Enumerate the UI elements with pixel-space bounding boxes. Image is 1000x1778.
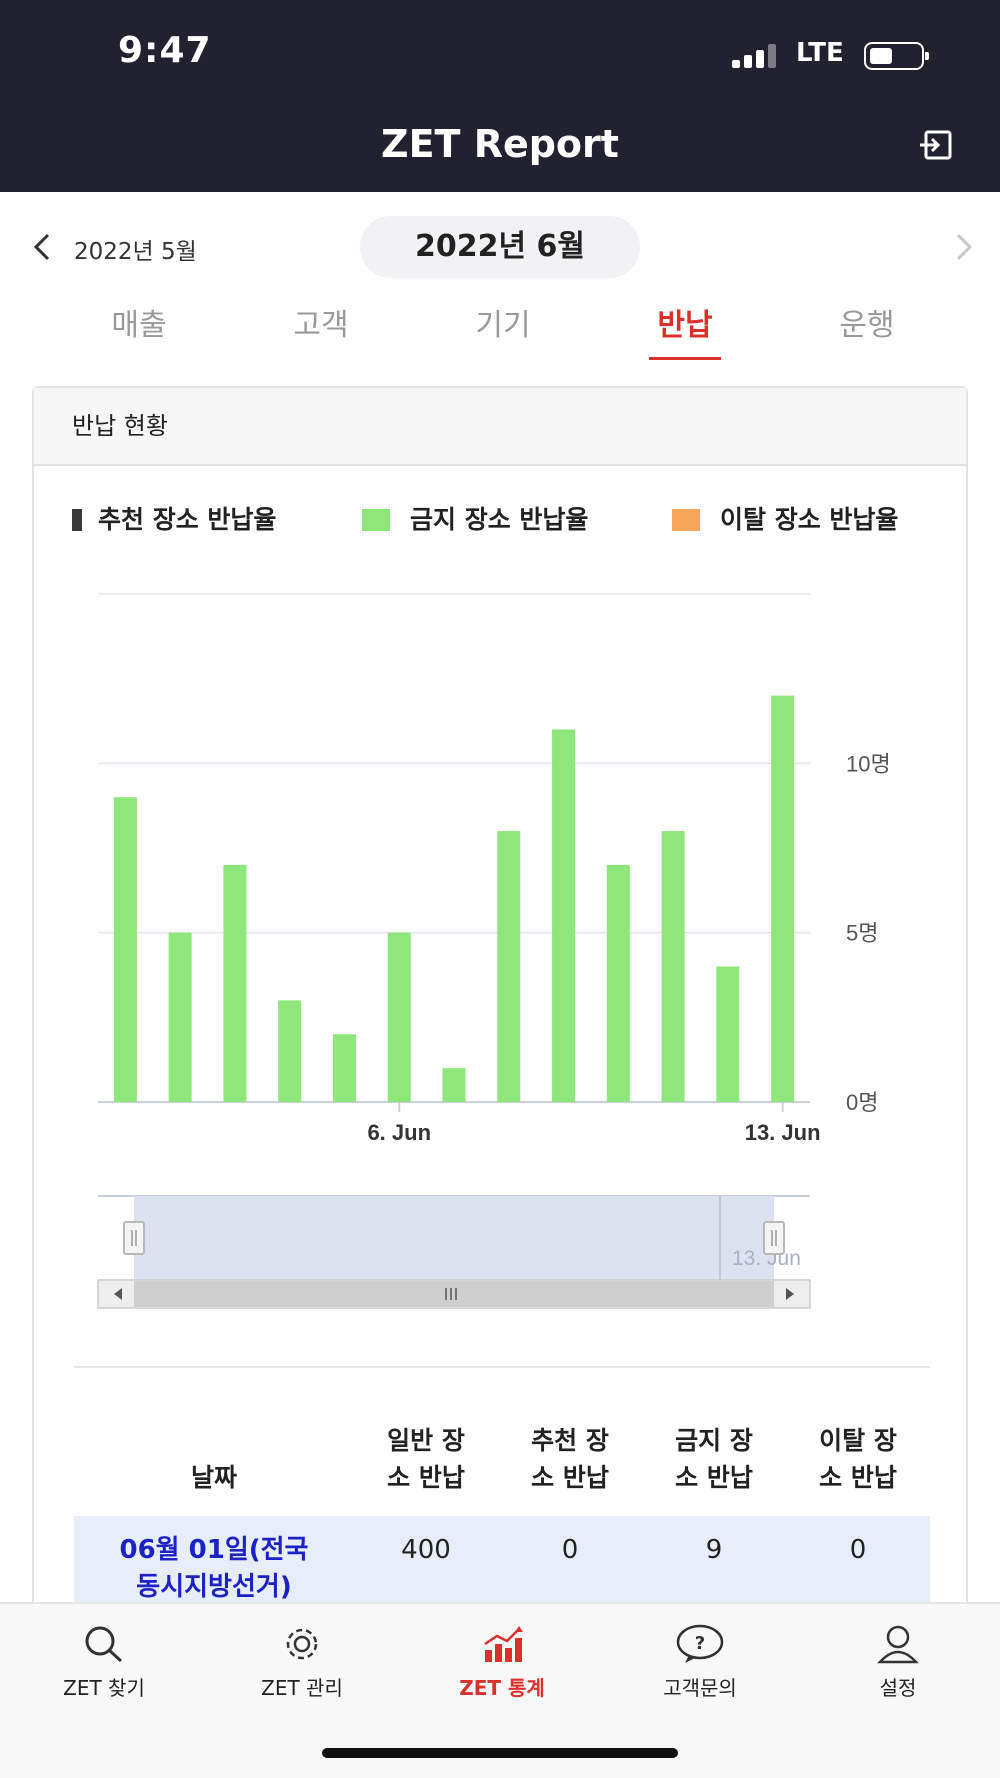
card-title: 반납 현황 <box>34 388 966 466</box>
svg-text:?: ? <box>695 1633 705 1654</box>
bar-13[interactable] <box>771 695 795 1102</box>
tab-sales[interactable]: 매출 <box>111 308 167 343</box>
y-tick-label: 0명 <box>846 1090 878 1115</box>
user-icon <box>877 1625 919 1664</box>
nav-find-label: ZET 찾기 <box>63 1676 145 1700</box>
tab-returns[interactable]: 반납 <box>594 300 776 360</box>
status-time: 9:47 <box>118 30 212 71</box>
gear-icon <box>286 1628 318 1660</box>
legend-label-forbidden: 금지 장소 반납율 <box>410 505 589 534</box>
legend-item-departed[interactable]: 이탈 장소 반납율 <box>672 500 898 540</box>
col-general-return: 일반 장 소 반납 <box>387 1426 465 1492</box>
nav-inquiry[interactable]: ? 고객문의 <box>620 1624 780 1701</box>
row-date[interactable]: 06월 01일(전국 동시지방선거) <box>119 1535 309 1602</box>
row-departed-return: 0 <box>849 1535 867 1565</box>
nav-inquiry-label: 고객문의 <box>663 1676 737 1700</box>
tab-customers[interactable]: 고객 <box>293 308 349 343</box>
search-icon <box>85 1626 123 1663</box>
col-forbidden-return: 금지 장 소 반납 <box>675 1426 753 1492</box>
x-tick-label: 6. Jun <box>367 1120 431 1145</box>
bar-6[interactable] <box>387 932 411 1102</box>
nav-stats-label: ZET 통계 <box>459 1676 545 1700</box>
chevron-right-icon[interactable] <box>948 232 978 262</box>
bar-5[interactable] <box>332 1034 356 1102</box>
nav-settings-label: 설정 <box>879 1676 917 1700</box>
current-month: 2022년 6월 <box>360 216 640 278</box>
battery-icon <box>864 42 929 70</box>
chart-icon <box>484 1626 523 1662</box>
return-status-card: 반납 현황 추천 장소 반납율 금지 장소 반납율 이탈 장소 반납율 0명 5명… <box>32 386 968 1778</box>
x-tick-label: 13. Jun <box>745 1120 821 1145</box>
chart-bars <box>113 695 795 1102</box>
range-navigator: 13. Jun <box>97 1195 811 1309</box>
x-axis-ticks: 6. Jun 13. Jun <box>367 1102 821 1145</box>
bar-10[interactable] <box>606 864 630 1102</box>
col-date: 날짜 <box>190 1463 237 1492</box>
scroll-right-icon <box>786 1288 794 1300</box>
bar-11[interactable] <box>661 831 685 1102</box>
chart-legend: 추천 장소 반납율 금지 장소 반납율 이탈 장소 반납율 <box>72 500 952 540</box>
top-bar: 9:47 LTE ZET Report <box>0 0 1000 192</box>
bar-8[interactable] <box>497 831 521 1102</box>
navigator-selection[interactable] <box>134 1196 774 1280</box>
question-icon: ? <box>676 1624 724 1663</box>
returns-table: 날짜 일반 장 소 반납 추천 장 소 반납 금지 장 소 반납 이탈 장 소 … <box>74 1398 930 1616</box>
navigator-scrollbar[interactable] <box>97 1279 811 1309</box>
col-departed-return: 이탈 장 소 반납 <box>819 1426 897 1492</box>
row-general-return: 400 <box>401 1535 451 1565</box>
col-recommended-return: 추천 장 소 반납 <box>531 1426 609 1492</box>
bar-3[interactable] <box>223 864 247 1102</box>
y-tick-label: 5명 <box>846 921 878 946</box>
bar-9[interactable] <box>552 729 576 1102</box>
navigator-left-handle[interactable] <box>123 1221 145 1255</box>
row-recommended-return: 0 <box>561 1535 579 1565</box>
chevron-left-icon[interactable] <box>28 232 58 262</box>
navigator-right-handle[interactable] <box>763 1221 785 1255</box>
nav-settings[interactable]: 설정 <box>818 1624 978 1701</box>
tab-devices[interactable]: 기기 <box>475 308 531 343</box>
scroll-left-icon <box>114 1288 122 1300</box>
legend-label-recommended: 추천 장소 반납율 <box>98 505 277 534</box>
chart-grid <box>98 593 810 1103</box>
nav-stats[interactable]: ZET 통계 <box>422 1624 582 1701</box>
legend-item-recommended[interactable]: 추천 장소 반납율 <box>72 500 276 540</box>
return-bar-chart: 0명 5명 10명 6. Jun 13. Jun 13. Jun <box>97 593 891 1309</box>
legend-swatch-forbidden <box>362 509 390 531</box>
legend-swatch-departed <box>672 509 700 531</box>
prev-month-label[interactable]: 2022년 5월 <box>74 239 197 265</box>
nav-manage[interactable]: ZET 관리 <box>222 1624 382 1701</box>
legend-swatch-recommended <box>72 509 82 531</box>
y-tick-label: 10명 <box>846 751 891 776</box>
network-label: LTE <box>796 38 844 68</box>
tab-bar: 매출 고객 기기 반납 운행 <box>48 300 958 360</box>
legend-item-forbidden[interactable]: 금지 장소 반납율 <box>362 500 588 540</box>
bar-7[interactable] <box>442 1068 466 1102</box>
app-title: ZET Report <box>381 122 619 166</box>
signal-icon <box>732 44 780 68</box>
tab-operation[interactable]: 운행 <box>839 308 895 343</box>
nav-find[interactable]: ZET 찾기 <box>24 1624 184 1701</box>
bar-4[interactable] <box>278 1000 302 1102</box>
row-forbidden-return: 9 <box>705 1535 723 1565</box>
table-header: 날짜 일반 장 소 반납 추천 장 소 반납 금지 장 소 반납 이탈 장 소 … <box>74 1398 930 1502</box>
section-divider <box>74 1366 930 1368</box>
bar-1[interactable] <box>113 797 137 1102</box>
logout-icon[interactable] <box>918 130 952 160</box>
home-indicator <box>322 1748 678 1758</box>
table-row[interactable]: 06월 01일(전국 동시지방선거) 400 0 9 0 <box>74 1516 930 1616</box>
legend-label-departed: 이탈 장소 반납율 <box>720 505 899 534</box>
bar-2[interactable] <box>168 932 192 1102</box>
nav-manage-label: ZET 관리 <box>261 1676 343 1700</box>
bar-12[interactable] <box>716 966 740 1102</box>
y-axis-ticks: 0명 5명 10명 <box>846 751 891 1115</box>
